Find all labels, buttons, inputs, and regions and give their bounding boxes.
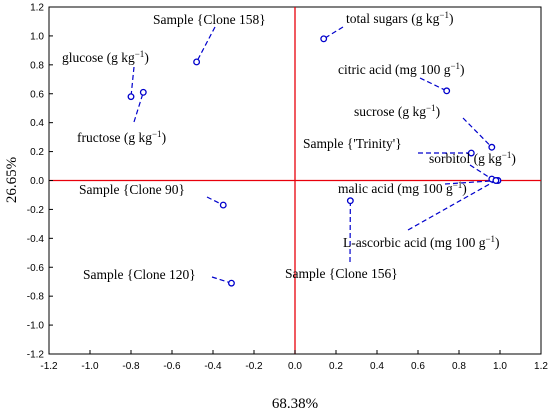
leader-line bbox=[462, 117, 493, 148]
point-label-tail: ) bbox=[462, 181, 467, 196]
y-axis-title: 26.65% bbox=[4, 157, 20, 203]
data-point bbox=[346, 197, 354, 205]
leader-line bbox=[206, 196, 224, 206]
point-label: Sample {Clone 158} bbox=[153, 12, 266, 27]
point-label-superscript: −1 bbox=[152, 129, 162, 139]
point-label-text: citric acid (mg 100 g bbox=[338, 62, 451, 77]
point-label: fructose (g kg−1) bbox=[77, 129, 166, 145]
x-tick-label: 0.6 bbox=[411, 361, 425, 372]
leader-line bbox=[133, 92, 144, 123]
data-point bbox=[492, 177, 500, 184]
point-label: malic acid (mg 100 g−1) bbox=[338, 180, 467, 196]
point-label: Sample {Clone 156} bbox=[285, 266, 398, 281]
x-tick-label: 0.2 bbox=[329, 361, 343, 372]
y-tick-label: -0.2 bbox=[27, 205, 45, 216]
data-point bbox=[219, 201, 227, 209]
data-point bbox=[227, 279, 235, 287]
point-label: glucose (g kg−1) bbox=[62, 49, 149, 65]
point-label-tail: ) bbox=[162, 130, 167, 145]
label-leader-lines bbox=[130, 26, 498, 284]
leader-line bbox=[196, 26, 216, 63]
leader-line bbox=[469, 164, 493, 180]
point-label-tail: ) bbox=[144, 50, 149, 65]
leader-line bbox=[407, 179, 497, 231]
point-label-text: malic acid (mg 100 g bbox=[338, 181, 453, 196]
leader-line bbox=[130, 66, 135, 97]
y-tick-label: -0.6 bbox=[27, 263, 45, 274]
point-label: Sample {'Trinity'} bbox=[303, 136, 402, 151]
point-label-superscript: −1 bbox=[453, 180, 463, 190]
data-point bbox=[443, 87, 451, 95]
point-label: total sugars (g kg−1) bbox=[346, 10, 453, 26]
point-label-text: Sample {Clone 90} bbox=[79, 182, 185, 197]
leader-line bbox=[323, 26, 344, 40]
point-label-superscript: −1 bbox=[485, 234, 495, 244]
point-label-tail: ) bbox=[511, 151, 516, 166]
point-label: sucrose (g kg−1) bbox=[354, 103, 440, 119]
y-axis-ticks: 1.2 1.0 0.8 0.6 0.4 0.2 0.0 -0.2 -0.4 -0.6 -0.8 -1.… bbox=[27, 3, 53, 361]
x-tick-label: -1.2 bbox=[40, 361, 58, 372]
point-label-tail: ) bbox=[436, 104, 441, 119]
x-tick-label: 1.0 bbox=[493, 361, 507, 372]
x-tick-label: 0.4 bbox=[370, 361, 384, 372]
point-label-superscript: −1 bbox=[502, 150, 512, 160]
x-axis-title: 68.38% bbox=[272, 396, 318, 409]
data-point bbox=[193, 58, 201, 66]
data-point bbox=[488, 143, 496, 151]
point-label: citric acid (mg 100 g−1) bbox=[338, 61, 465, 77]
data-point bbox=[467, 149, 475, 157]
point-labels: total sugars (g kg−1)Sample {Clone 158}g… bbox=[62, 10, 516, 282]
point-label-text: glucose (g kg bbox=[62, 50, 135, 65]
y-tick-label: 0.8 bbox=[30, 60, 44, 71]
point-label-text: Sample {'Trinity'} bbox=[303, 136, 402, 151]
data-point bbox=[320, 35, 328, 43]
x-tick-label: 1.2 bbox=[534, 361, 548, 372]
point-label: Sample {Clone 120} bbox=[83, 267, 196, 282]
point-label-text: Sample {Clone 158} bbox=[153, 12, 266, 27]
x-tick-label: 0.8 bbox=[452, 361, 466, 372]
x-tick-label: 0.0 bbox=[288, 361, 302, 372]
y-tick-label: 1.2 bbox=[30, 3, 44, 14]
point-label: L-ascorbic acid (mg 100 g−1) bbox=[343, 234, 500, 250]
point-label-tail: ) bbox=[449, 11, 454, 26]
reference-lines bbox=[49, 7, 541, 354]
y-tick-label: -1.0 bbox=[27, 321, 45, 332]
point-label-tail: ) bbox=[460, 62, 465, 77]
x-tick-label: -0.2 bbox=[245, 361, 263, 372]
point-label-superscript: −1 bbox=[450, 61, 460, 71]
y-tick-label: 0.4 bbox=[30, 118, 44, 129]
point-label-superscript: −1 bbox=[135, 49, 145, 59]
point-label-superscript: −1 bbox=[426, 103, 436, 113]
point-label-text: total sugars (g kg bbox=[346, 11, 440, 26]
point-label-text: L-ascorbic acid (mg 100 g bbox=[343, 235, 486, 250]
point-label-text: Sample {Clone 156} bbox=[285, 266, 398, 281]
data-points bbox=[127, 35, 502, 287]
point-label: Sample {Clone 90} bbox=[79, 182, 185, 197]
point-label-superscript: −1 bbox=[439, 10, 449, 20]
point-label-text: Sample {Clone 120} bbox=[83, 267, 196, 282]
x-tick-label: -0.4 bbox=[204, 361, 222, 372]
data-point bbox=[127, 93, 135, 101]
x-tick-label: -0.8 bbox=[122, 361, 140, 372]
x-tick-label: -1.0 bbox=[81, 361, 99, 372]
y-tick-label: -1.2 bbox=[27, 350, 45, 361]
y-tick-label: 0.0 bbox=[30, 176, 44, 187]
point-label-text: sorbitol (g kg bbox=[429, 151, 502, 166]
point-label-text: sucrose (g kg bbox=[354, 104, 426, 119]
y-tick-label: 1.0 bbox=[30, 31, 44, 42]
y-tick-label: 0.6 bbox=[30, 89, 44, 100]
point-label-text: fructose (g kg bbox=[77, 130, 152, 145]
y-tick-label: 0.2 bbox=[30, 147, 44, 158]
y-tick-label: -0.8 bbox=[27, 292, 45, 303]
point-label: sorbitol (g kg−1) bbox=[429, 150, 516, 166]
leader-line bbox=[419, 77, 447, 92]
y-tick-label: -0.4 bbox=[27, 234, 45, 245]
data-point bbox=[139, 88, 147, 96]
x-tick-label: -0.6 bbox=[163, 361, 181, 372]
x-axis-ticks: -1.2 -1.0 -0.8 -0.6 -0.4 -0.2 0.0 0.2 0.4 0.6 0.8 1… bbox=[40, 350, 548, 372]
point-label-tail: ) bbox=[495, 235, 500, 250]
